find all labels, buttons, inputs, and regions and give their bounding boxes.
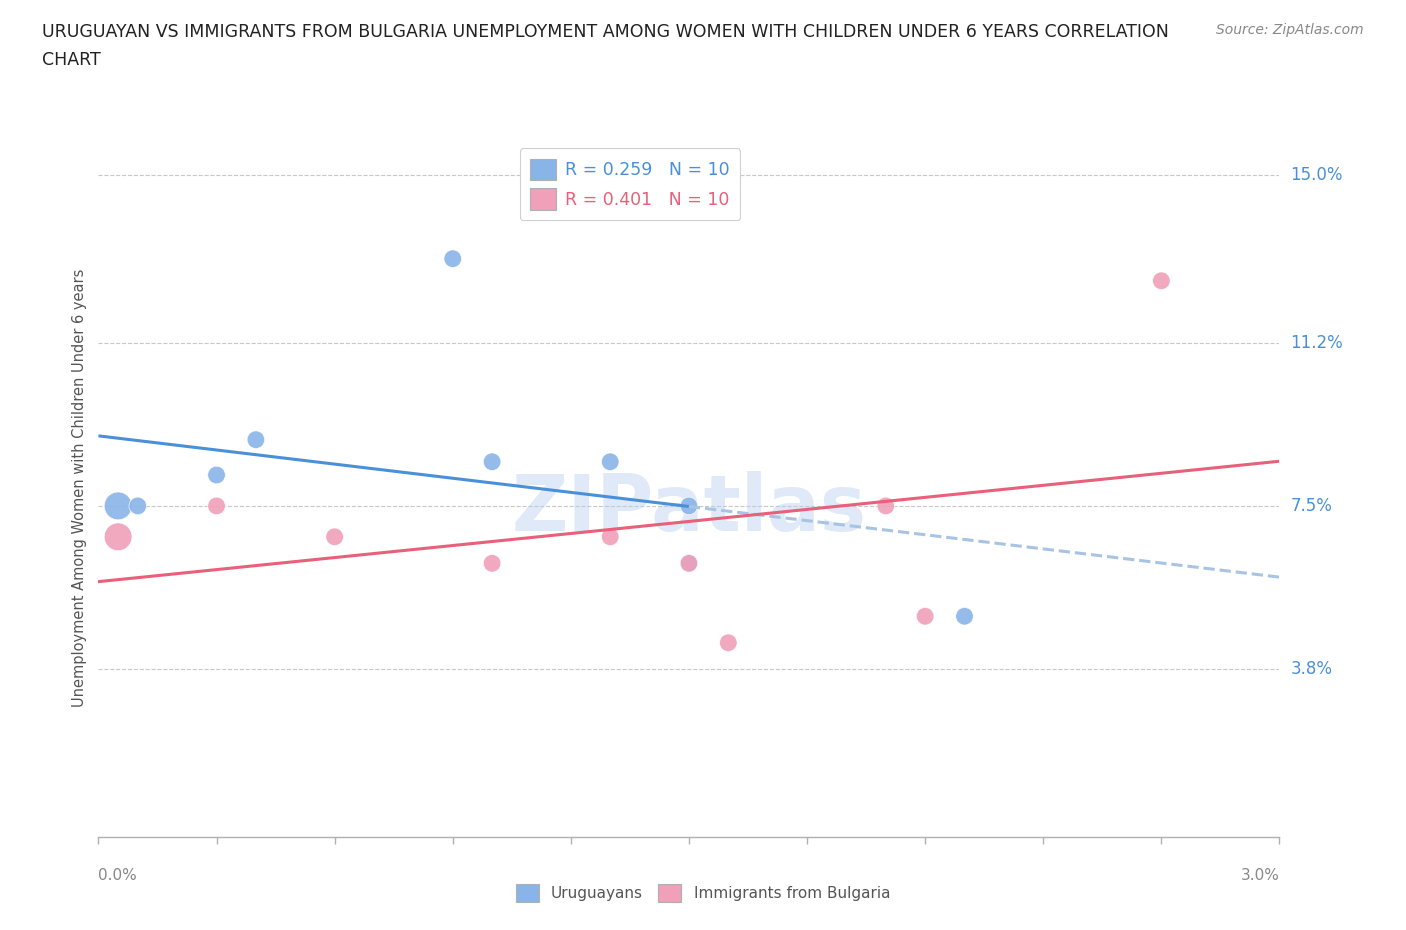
Legend: R = 0.259   N = 10, R = 0.401   N = 10: R = 0.259 N = 10, R = 0.401 N = 10 xyxy=(520,148,740,220)
Point xyxy=(599,455,621,470)
Text: 3.0%: 3.0% xyxy=(1240,868,1279,883)
Point xyxy=(914,609,936,624)
Text: 15.0%: 15.0% xyxy=(1291,166,1343,184)
Text: 7.5%: 7.5% xyxy=(1291,497,1333,515)
Point xyxy=(481,455,503,470)
Text: CHART: CHART xyxy=(42,51,101,69)
Point xyxy=(205,498,228,513)
Point xyxy=(875,498,897,513)
Y-axis label: Unemployment Among Women with Children Under 6 years: Unemployment Among Women with Children U… xyxy=(72,269,87,708)
Text: ZIPatlas: ZIPatlas xyxy=(512,472,866,547)
Text: 0.0%: 0.0% xyxy=(98,868,138,883)
Text: 11.2%: 11.2% xyxy=(1291,334,1343,352)
Point xyxy=(678,556,700,571)
Point xyxy=(678,498,700,513)
Point xyxy=(481,556,503,571)
Point xyxy=(245,432,267,447)
Point xyxy=(441,251,464,266)
Point xyxy=(323,529,346,544)
Legend: Uruguayans, Immigrants from Bulgaria: Uruguayans, Immigrants from Bulgaria xyxy=(510,878,896,909)
Point xyxy=(953,609,976,624)
Point xyxy=(678,556,700,571)
Point xyxy=(107,498,129,513)
Point xyxy=(599,529,621,544)
Text: URUGUAYAN VS IMMIGRANTS FROM BULGARIA UNEMPLOYMENT AMONG WOMEN WITH CHILDREN UND: URUGUAYAN VS IMMIGRANTS FROM BULGARIA UN… xyxy=(42,23,1168,41)
Point xyxy=(107,529,129,544)
Point xyxy=(127,498,149,513)
Point xyxy=(1150,273,1173,288)
Text: 3.8%: 3.8% xyxy=(1291,660,1333,678)
Point xyxy=(717,635,740,650)
Text: Source: ZipAtlas.com: Source: ZipAtlas.com xyxy=(1216,23,1364,37)
Point xyxy=(205,468,228,483)
